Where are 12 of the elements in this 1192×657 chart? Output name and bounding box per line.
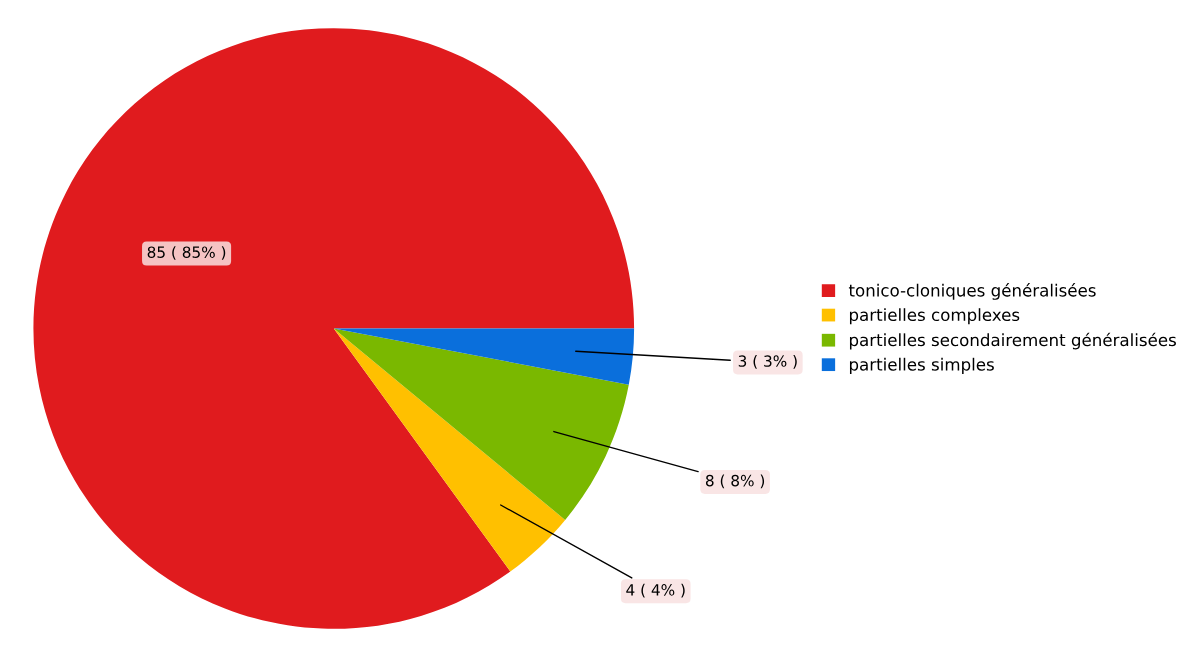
legend-label: partielles secondairement généralisées [849, 332, 1176, 350]
pie-slice [333, 328, 566, 572]
pie-slice [33, 28, 635, 629]
data-label: 85 ( 85% ) [147, 246, 226, 260]
pie-slice [333, 328, 629, 520]
pie-slice [333, 328, 635, 385]
legend-label: partielles complexes [849, 308, 1020, 325]
data-label: 8 ( 8% ) [705, 474, 765, 489]
legend-label: tonico-cloniques généralisées [848, 283, 1096, 300]
legend-label: partielles simples [849, 357, 994, 374]
data-label: 3 ( 3% ) [738, 355, 797, 369]
data-label: 4 ( 4% ) [626, 583, 685, 598]
